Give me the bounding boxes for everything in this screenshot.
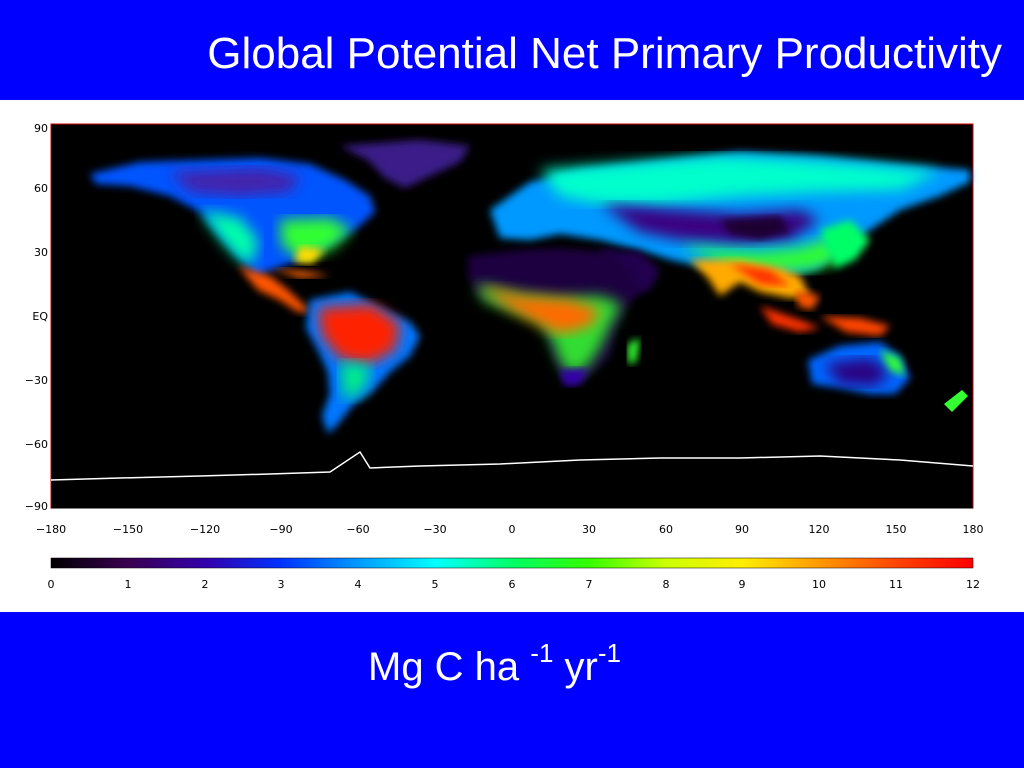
colorbar-label: 9 [739,578,746,591]
units-exponent-2: -1 [597,638,621,668]
x-tick-label: 90 [735,523,749,536]
colorbar-label: 1 [125,578,132,591]
x-tick-label: −60 [346,523,369,536]
x-tick-label: 150 [886,523,907,536]
y-tick-label: EQ [32,310,48,323]
continents [50,140,974,481]
x-tick-label: 60 [659,523,673,536]
colorbar-label: 3 [278,578,285,591]
x-tick-label: −180 [36,523,66,536]
x-tick-label: −90 [269,523,292,536]
south-america [306,292,420,434]
australia [808,342,910,394]
antarctica-coastline [50,450,974,481]
new-zealand [944,390,968,412]
units-exponent-1: -1 [530,638,554,668]
maritime-se-asia [760,290,890,336]
colorbar-label: 0 [48,578,55,591]
slide-title: Global Potential Net Primary Productivit… [207,29,1002,78]
colorbar-label: 4 [355,578,362,591]
y-tick-label: −30 [25,374,48,387]
units-text: Mg C ha -1 yr-1 [368,638,621,690]
colorbar-label: 8 [663,578,670,591]
y-tick-label: −90 [25,500,48,513]
x-tick-label: 120 [809,523,830,536]
colorbar: 0 1 2 3 4 5 6 7 8 9 10 11 12 [48,557,980,591]
colorbar-label: 11 [889,578,903,591]
colorbar-gradient [50,557,974,569]
y-axis: 90 60 30 EQ −30 −60 −90 [25,122,49,513]
x-tick-label: 30 [582,523,596,536]
x-tick-label: −30 [423,523,446,536]
y-tick-label: 60 [34,182,48,195]
units-main: Mg C ha [368,645,520,689]
colorbar-label: 7 [586,578,593,591]
colorbar-label: 2 [202,578,209,591]
colorbar-label: 12 [966,578,980,591]
colorbar-label: 6 [509,578,516,591]
x-tick-label: −150 [113,523,143,536]
x-tick-label: 0 [509,523,516,536]
y-tick-label: 30 [34,246,48,259]
units-caption: Mg C ha -1 yr-1 [0,612,1024,768]
x-tick-label: 180 [963,523,984,536]
npp-map-figure: 90 60 30 EQ −30 −60 −90 −180 −150 −120 −… [25,122,984,591]
eurasia [490,152,970,298]
north-america [90,140,470,312]
map-panel: 90 60 30 EQ −30 −60 −90 −180 −150 −120 −… [0,100,1024,612]
y-tick-label: 90 [34,122,48,135]
x-tick-label: −120 [190,523,220,536]
africa [468,248,640,386]
x-axis: −180 −150 −120 −90 −60 −30 0 30 60 90 12… [36,507,984,536]
colorbar-label: 10 [812,578,826,591]
colorbar-label: 5 [432,578,439,591]
units-mid: yr [553,645,598,689]
y-tick-label: −60 [25,438,48,451]
